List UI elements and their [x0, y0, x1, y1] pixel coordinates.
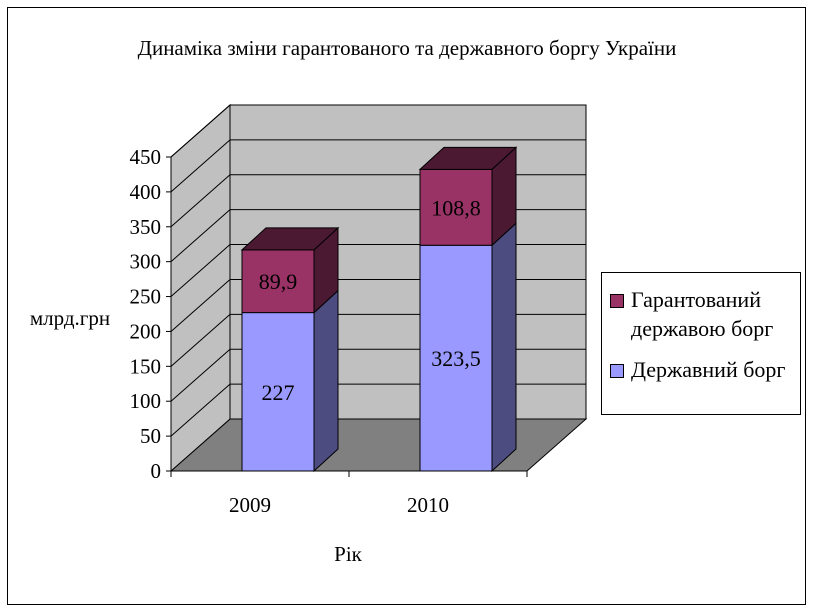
x-tick-label-2009: 2009: [229, 493, 271, 517]
y-tick-label-0: 0: [151, 459, 162, 483]
legend-label-state: Державний борг: [631, 357, 786, 382]
bar-2009-series-0-value-label: 227: [262, 380, 295, 405]
y-tick-label-250: 250: [130, 285, 162, 309]
legend-item-guaranteed: Гарантований державою борг: [610, 285, 801, 343]
bar-2010-series-1-front: [419, 168, 493, 246]
y-tick-label-200: 200: [130, 319, 162, 343]
bar-2009-series-1-value-label: 89,9: [259, 269, 298, 294]
legend-label-guaranteed: Гарантований державою борг: [631, 287, 774, 341]
chart-walls: [169, 103, 588, 473]
bar-2009-series-1-top: [240, 227, 340, 251]
legend-swatch-guaranteed: [610, 294, 624, 308]
gridline-400: [170, 139, 586, 193]
y-tick-label-450: 450: [130, 145, 162, 169]
y-tick-labels: 0 50 100 150 200 250 300 350 400 450: [130, 145, 162, 483]
y-tick-label-400: 400: [130, 180, 162, 204]
legend: Гарантований державою борг Державний бор…: [601, 272, 801, 415]
bar-2010-series-0-front: [419, 244, 493, 472]
gridline-450: [170, 104, 586, 158]
bar-2009-series-1-front: [241, 249, 315, 314]
x-tick-labels: 2009 2010: [229, 493, 449, 517]
bars: 227 89,9 323,5 108,8: [240, 146, 518, 473]
x-tick-label-2010: 2010: [407, 493, 449, 517]
bar-2010-series-0-value-label: 323,5: [431, 346, 481, 371]
chart-title: Динаміка зміни гарантованого та державно…: [138, 36, 677, 60]
y-tick-label-300: 300: [130, 250, 162, 274]
y-tick-label-350: 350: [130, 215, 162, 239]
y-tick-label-50: 50: [140, 424, 161, 448]
x-axis-label: Рік: [334, 542, 363, 566]
y-tick-label-150: 150: [130, 354, 162, 378]
y-axis-label: млрд.грн: [30, 306, 110, 330]
legend-swatch-state: [610, 364, 624, 378]
bar-2010-series-0-side: [491, 222, 517, 473]
bar-2010-series-1-top: [418, 146, 518, 170]
bar-2009-series-0-side: [313, 289, 339, 473]
chart-side-wall: [170, 103, 231, 473]
legend-item-state: Державний борг: [610, 355, 801, 384]
y-tick-label-100: 100: [130, 389, 162, 413]
chart-floor: [169, 418, 588, 472]
bar-2010-series-1-value-label: 108,8: [431, 195, 481, 220]
